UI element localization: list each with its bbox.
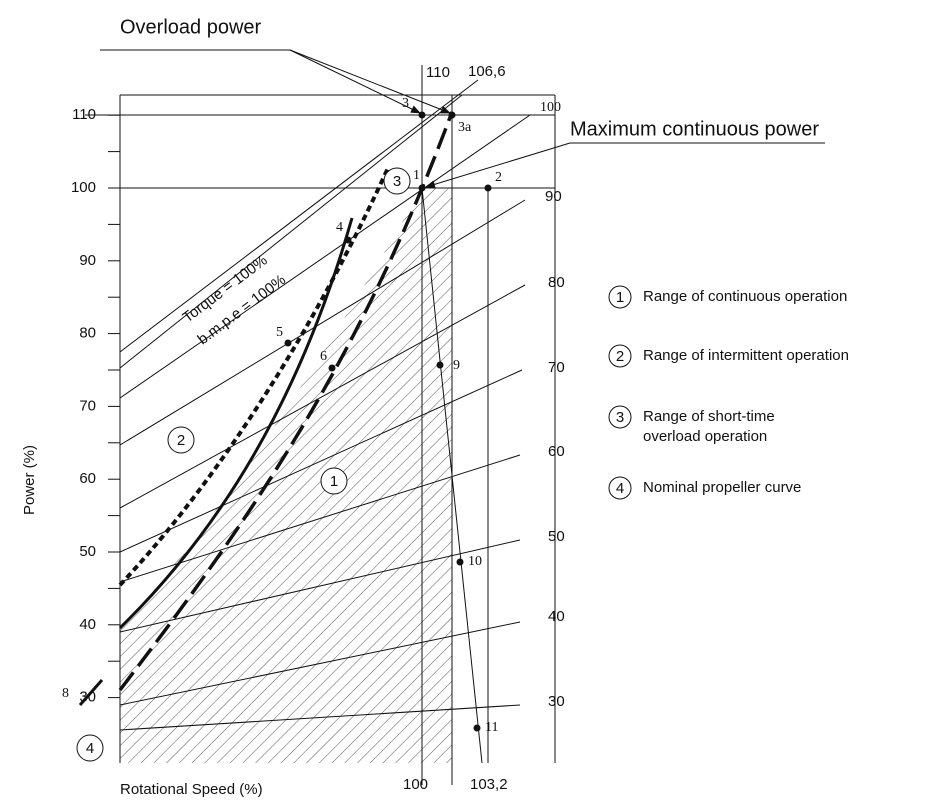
line-value-label: 30	[548, 693, 565, 710]
legend-number: 1	[616, 289, 624, 306]
y-tick-label: 60	[79, 470, 96, 487]
y-tick-label: 50	[79, 543, 96, 560]
point	[418, 184, 426, 192]
line-value-label: 70	[548, 359, 565, 376]
legend-marker	[608, 476, 632, 500]
point-label: 10	[468, 554, 482, 569]
hatched-area	[120, 188, 452, 763]
point-label: 3a	[458, 120, 472, 135]
annotation: Overload power	[120, 16, 262, 38]
legend-label: Range of intermittent operation	[643, 347, 849, 364]
y-tick-label: 80	[79, 325, 96, 342]
mep-lines	[119, 79, 531, 731]
y-tick-label: 100	[71, 179, 96, 196]
range-marker-label: 3	[393, 173, 401, 190]
line-value-label: 60	[548, 443, 565, 460]
frame	[85, 65, 556, 785]
legend-number: 3	[616, 409, 624, 426]
range-marker-label: 4	[86, 740, 94, 757]
legend-number: 2	[616, 348, 624, 365]
line-value-label: 50	[548, 528, 565, 545]
range-marker-label: 2	[177, 432, 185, 449]
curves	[78, 111, 454, 706]
speed-label: 110	[426, 64, 450, 81]
range-marker	[383, 167, 411, 195]
point	[284, 339, 292, 347]
line-value-label: 80	[548, 274, 565, 291]
range-marker	[76, 734, 104, 762]
y-tick-label: 70	[79, 397, 96, 414]
point-label: 5	[276, 325, 283, 340]
point-label: 11	[485, 720, 498, 735]
y-axis-label: Power (%)	[21, 445, 38, 515]
annotation: Maximum continuous power	[570, 118, 819, 140]
range-marker	[320, 467, 348, 495]
point-label: 2	[495, 170, 502, 185]
point	[484, 184, 492, 192]
x-axis-label: Rotational Speed (%)	[120, 781, 263, 798]
point	[418, 111, 426, 119]
y-tick-label: 40	[79, 616, 96, 633]
point-label: 9	[453, 358, 460, 373]
point	[448, 111, 456, 119]
legend-marker	[608, 344, 632, 368]
legend-number: 4	[616, 480, 624, 497]
point	[328, 364, 336, 372]
line-value-label: 90	[545, 188, 562, 205]
point	[456, 558, 464, 566]
point-label: 3	[402, 96, 409, 111]
y-tick-label: 110	[72, 106, 96, 123]
speed-label: 103,2	[470, 776, 508, 793]
speed-label: 100	[403, 776, 428, 793]
range-marker	[167, 426, 195, 454]
legend-label: overload operation	[643, 428, 767, 445]
legend-label: Nominal propeller curve	[643, 479, 801, 496]
line-value-label: 100	[540, 100, 561, 115]
point-label: 1	[413, 168, 420, 183]
line-value-label: 40	[548, 608, 565, 625]
point	[344, 236, 352, 244]
legend-marker	[608, 285, 632, 309]
point	[473, 724, 481, 732]
point-label: 4	[336, 220, 343, 235]
y-tick-label: 90	[79, 252, 96, 269]
legend-marker	[608, 405, 632, 429]
legend-label: Range of continuous operation	[643, 288, 847, 305]
legend-label: Range of short-time	[643, 408, 775, 425]
speed-label: 106,6	[468, 63, 506, 80]
range-marker-label: 1	[330, 473, 338, 490]
point-label: 8	[62, 686, 69, 701]
y-tick-label: 30	[79, 689, 96, 706]
point	[436, 361, 444, 369]
arrows	[100, 49, 825, 189]
point-label: 6	[320, 349, 327, 364]
